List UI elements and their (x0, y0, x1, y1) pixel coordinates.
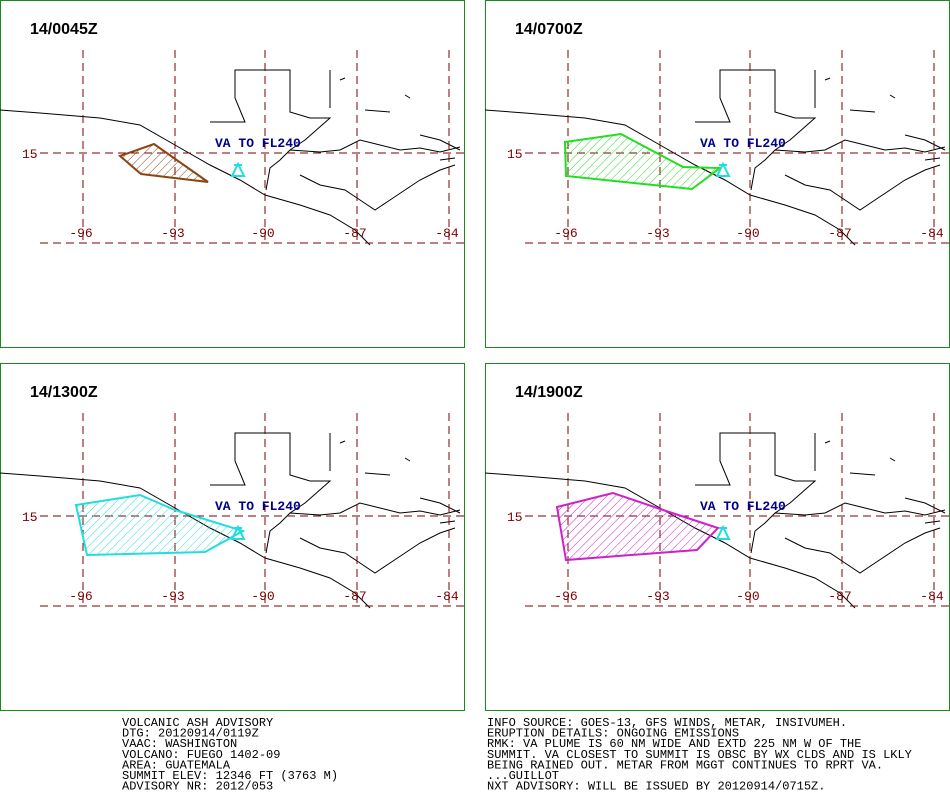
lat-label: 15 (507, 147, 523, 162)
advisory-line: VOLCANIC ASH ADVISORY (122, 716, 273, 730)
advisory-line: DTG: 20120914/0119Z (122, 727, 259, 741)
lon-label: -96 (554, 226, 577, 241)
lon-label: -87 (828, 589, 851, 604)
advisory-line: INFO SOURCE: GOES-13, GFS WINDS, METAR, … (487, 716, 847, 730)
lon-label: -93 (646, 226, 669, 241)
panel-border (0, 363, 465, 711)
lon-label: -96 (69, 226, 92, 241)
lon-label: -87 (343, 589, 366, 604)
map-panel: 15 -96 -93 -90 -87 -84 14/0045Z VA TO FL240 (0, 0, 465, 348)
ash-area (563, 132, 723, 191)
advisory-line: RMK: VA PLUME IS 60 NM WIDE AND EXTD 225… (487, 737, 861, 751)
panel-title: 14/1900Z (515, 384, 583, 401)
lat-label: 15 (22, 510, 38, 525)
flight-level-label: VA TO FL240 (700, 136, 786, 151)
flight-level-label: VA TO FL240 (215, 136, 301, 151)
map-panel: 15 -96 -93 -90 -87 -84 14/1300Z VA TO FL240 (0, 363, 465, 711)
advisory-line: NXT ADVISORY: WILL BE ISSUED BY 20120914… (487, 780, 825, 794)
lon-label: -90 (251, 589, 274, 604)
advisory-line: ERUPTION DETAILS: ONGOING EMISSIONS (487, 727, 739, 741)
ash-area (118, 142, 209, 183)
lon-label: -87 (343, 226, 366, 241)
lon-label: -84 (435, 589, 459, 604)
volcano-symbol (715, 524, 731, 540)
ash-area (555, 491, 720, 562)
lon-label: -87 (828, 226, 851, 241)
lon-label: -90 (736, 589, 759, 604)
advisory-line: ...GUILLOT (487, 769, 559, 783)
lon-label: -84 (435, 226, 459, 241)
border (210, 432, 461, 574)
map-panel: 15 -96 -93 -90 -87 -84 14/0700Z VA TO FL240 (484, 0, 950, 348)
advisory-line: VOLCANO: FUEGO 1402-09 (122, 748, 280, 762)
lon-label: -96 (69, 589, 92, 604)
panel-title: 14/0045Z (30, 21, 98, 38)
lon-label: -90 (251, 226, 274, 241)
panel-title: 14/1300Z (30, 384, 98, 401)
lon-label: -84 (920, 226, 944, 241)
lon-label: -90 (736, 226, 759, 241)
flight-level-label: VA TO FL240 (700, 499, 786, 514)
volcano-symbol (715, 161, 731, 177)
border (695, 69, 946, 211)
advisory-line: SUMMIT ELEV: 12346 FT (3763 M) (122, 769, 338, 783)
lat-label: 15 (22, 147, 38, 162)
lon-label: -93 (646, 589, 669, 604)
panel-border (0, 0, 465, 348)
map-panel: 15 -96 -93 -90 -87 -84 14/1900Z VA TO FL240 (484, 363, 950, 711)
flight-level-label: VA TO FL240 (215, 499, 301, 514)
advisory-line: ADVISORY NR: 2012/053 (122, 780, 273, 794)
ash-area (74, 493, 246, 557)
advisory-line: BEING RAINED OUT. METAR FROM MGGT CONTIN… (487, 758, 883, 772)
advisory-line: AREA: GUATEMALA (122, 758, 231, 772)
lon-label: -93 (161, 226, 184, 241)
panel-title: 14/0700Z (515, 21, 583, 38)
advisory-line: VAAC: WASHINGTON (122, 737, 237, 751)
lon-label: -84 (920, 589, 944, 604)
advisory-line: SUMMIT. VA CLOSEST TO SUMMIT IS OBSC BY … (487, 748, 912, 762)
lon-label: -93 (161, 589, 184, 604)
border (210, 69, 461, 211)
coastline (0, 109, 371, 246)
lat-label: 15 (507, 510, 523, 525)
volcano-symbol (230, 524, 246, 540)
lon-label: -96 (554, 589, 577, 604)
border (695, 432, 946, 574)
volcano-symbol (230, 161, 246, 177)
